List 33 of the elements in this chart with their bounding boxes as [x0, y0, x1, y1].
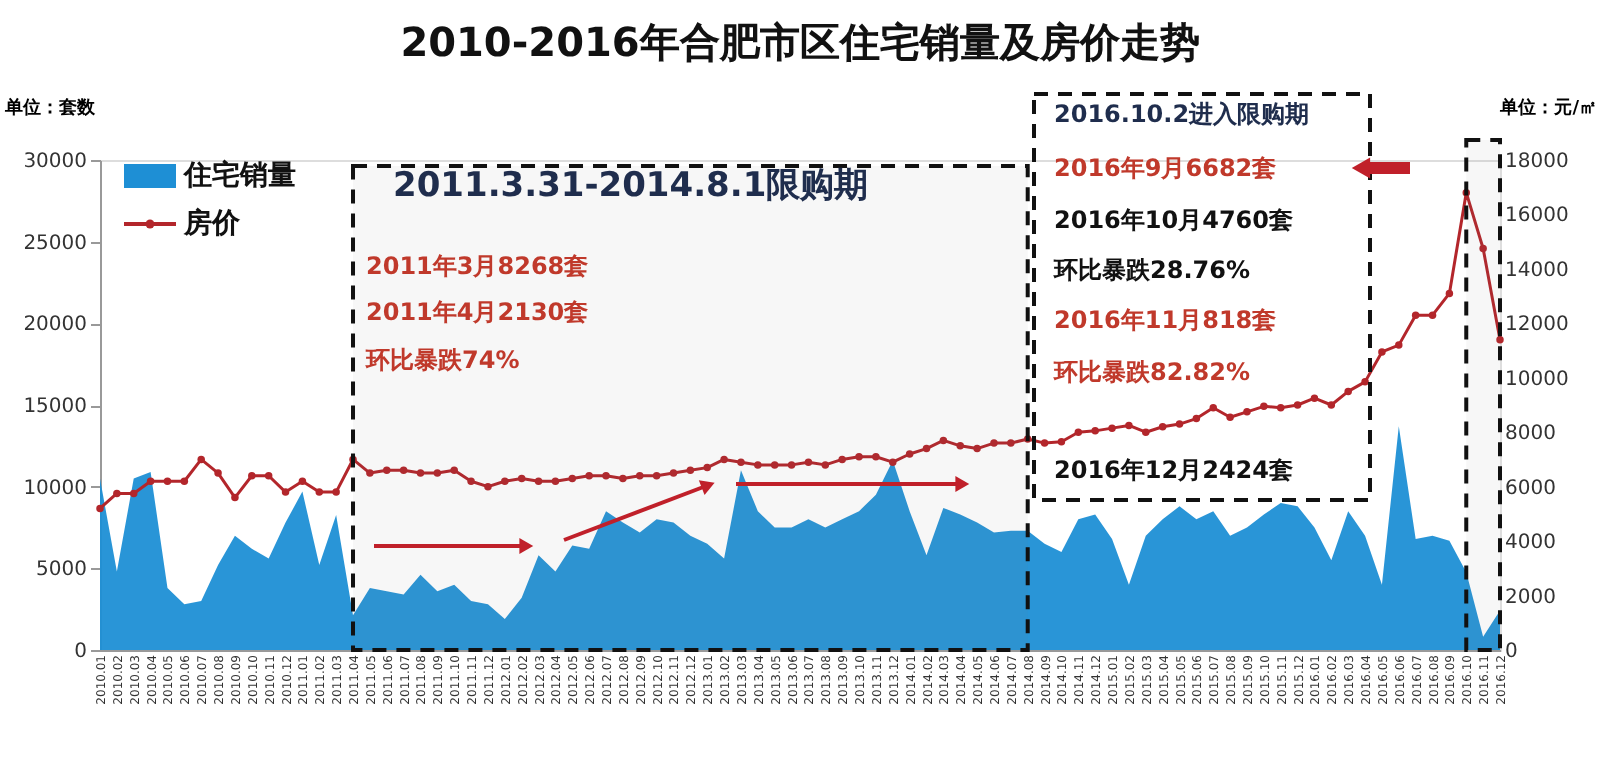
- y2-axis-title: 单位：元/㎡: [1498, 97, 1597, 119]
- y-tick-label: 10000: [23, 477, 87, 500]
- y-tick-label: 0: [74, 641, 87, 663]
- annotation: 2016年12月2424套: [1054, 456, 1293, 484]
- annotation: 2016年10月4760套: [1054, 206, 1293, 234]
- annotation: 2011年3月8268套: [366, 252, 589, 280]
- annotation: 环比暴跌28.76%: [1052, 256, 1250, 284]
- y2-tick-label: 10000: [1505, 368, 1569, 391]
- y-tick-label: 25000: [23, 232, 87, 255]
- y-tick-label: 5000: [36, 559, 87, 582]
- y2-tick-label: 6000: [1505, 477, 1556, 500]
- annotation: 环比暴跌82.82%: [1052, 358, 1250, 386]
- y2-tick-label: 12000: [1505, 314, 1569, 337]
- band-label: 2011.3.31-2014.8.1限购期: [393, 166, 869, 206]
- y-tick-label: 20000: [23, 314, 87, 337]
- y2-tick-label: 8000: [1505, 423, 1556, 446]
- y2-tick-label: 14000: [1505, 259, 1569, 282]
- text: 2016.10.2进入限购期: [1054, 100, 1310, 128]
- annotation: 2016年9月6682套: [1054, 154, 1277, 182]
- y2-tick-label: 0: [1505, 641, 1518, 663]
- annotation: 2011年4月2130套: [366, 298, 589, 326]
- annotation: 2016年11月818套: [1054, 306, 1277, 334]
- y2-tick-label: 18000: [1505, 151, 1569, 173]
- chart-title: 2010-2016年合肥市区住宅销量及房价走势: [400, 18, 1200, 66]
- y-tick-label: 30000: [23, 151, 87, 173]
- y2-tick-label: 2000: [1505, 586, 1556, 609]
- legend-label: 房价: [182, 206, 242, 240]
- y2-tick-label: 16000: [1505, 205, 1569, 228]
- y-axis-title: 单位：套数: [3, 97, 97, 119]
- legend-label: 住宅销量: [182, 158, 296, 192]
- annotation: 环比暴跌74%: [364, 346, 520, 374]
- y2-tick-label: 4000: [1505, 532, 1556, 555]
- y-tick-label: 15000: [23, 396, 87, 418]
